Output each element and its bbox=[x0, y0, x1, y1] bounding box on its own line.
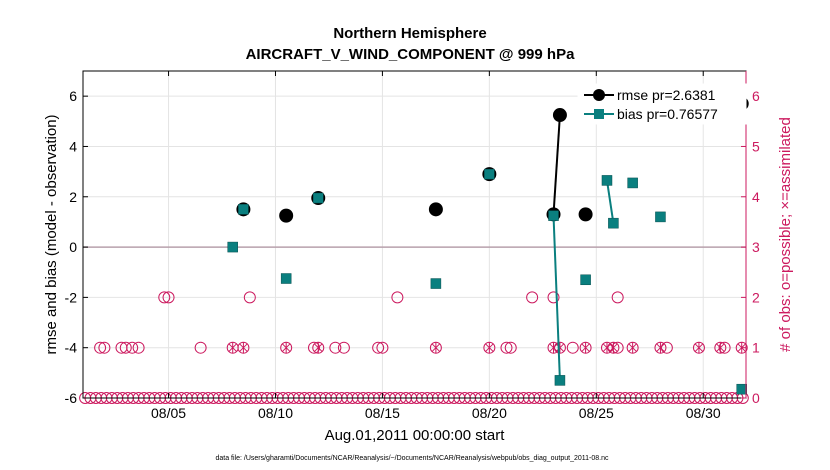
x-tick-label: 08/05 bbox=[151, 405, 186, 421]
obs-possible-marker bbox=[660, 341, 673, 354]
bias-line-segment bbox=[552, 215, 561, 381]
obs-assimilated-marker bbox=[549, 342, 558, 354]
chart-title: Northern Hemisphere bbox=[333, 25, 486, 42]
x-tick-label: 08/15 bbox=[365, 405, 400, 421]
obs-possible-marker bbox=[391, 291, 404, 304]
obs-possible-marker bbox=[526, 291, 539, 304]
rmse-line-segment bbox=[552, 114, 561, 215]
bias-point bbox=[227, 241, 238, 253]
y-tick-label: -4 bbox=[65, 340, 78, 356]
obs-assimilated-marker bbox=[228, 342, 238, 354]
obs-possible-marker bbox=[337, 341, 350, 354]
bias-point bbox=[655, 211, 666, 223]
obs-assimilated-marker bbox=[485, 342, 494, 354]
x-tick-label: 08/20 bbox=[472, 405, 507, 421]
obs-assimilated-marker bbox=[715, 342, 725, 354]
chart-subtitle: AIRCRAFT_V_WIND_COMPONENT @ 999 hPa bbox=[246, 46, 576, 63]
obs-possible-marker bbox=[307, 341, 320, 354]
rmse-point bbox=[279, 208, 294, 223]
bias-point bbox=[554, 375, 566, 386]
y2-tick-label: 6 bbox=[752, 88, 760, 104]
x-tick-label: 08/25 bbox=[579, 405, 614, 421]
footnote: data file: /Users/gharamti/Documents/NCA… bbox=[215, 455, 609, 462]
obs-possible-marker bbox=[243, 291, 256, 304]
bias-point bbox=[280, 273, 292, 284]
obs-assimilated-marker bbox=[581, 342, 590, 354]
rmse-point bbox=[578, 207, 593, 222]
legend-box bbox=[577, 83, 747, 125]
obs-possible-marker bbox=[94, 341, 107, 354]
rmse-point bbox=[428, 202, 443, 217]
obs-possible-marker bbox=[194, 341, 207, 354]
y2-tick-label: 0 bbox=[752, 390, 760, 406]
obs-possible-marker bbox=[119, 341, 132, 354]
bias-point bbox=[736, 383, 747, 395]
legend-bias-label: bias pr=0.76577 bbox=[617, 106, 718, 122]
bias-point bbox=[430, 278, 442, 289]
obs-possible-marker bbox=[718, 341, 731, 354]
y-tick-label: -6 bbox=[65, 390, 78, 406]
bias-point bbox=[238, 204, 249, 215]
y-tick-label: -2 bbox=[65, 289, 78, 305]
obs-assimilated-marker bbox=[694, 342, 704, 354]
ticks: 08/05 08/10 08/15 08/20 08/25 08/30 -6 -4 -2 0 2 4 6… bbox=[65, 71, 760, 421]
obs-possible-marker bbox=[566, 341, 579, 354]
y-tick-label: 6 bbox=[69, 88, 77, 104]
obs-possible-marker bbox=[500, 341, 513, 354]
bias-point bbox=[548, 210, 559, 221]
obs-possible-marker bbox=[547, 291, 560, 304]
y-tick-label: 0 bbox=[69, 239, 77, 255]
x-axis-label: Aug.01,2011 00:00:00 start bbox=[325, 427, 506, 444]
obs-possible-marker bbox=[158, 291, 171, 304]
obs-assimilated-marker bbox=[431, 342, 441, 354]
legend-rmse-marker bbox=[593, 89, 605, 101]
y2-tick-label: 5 bbox=[752, 138, 760, 154]
bias-point bbox=[627, 177, 638, 189]
x-tick-label: 08/10 bbox=[258, 405, 293, 421]
obs-possible-marker bbox=[126, 341, 139, 354]
obs-assimilated-marker bbox=[239, 342, 248, 354]
bias-line-segment bbox=[605, 180, 615, 224]
obs-assimilated-marker bbox=[281, 342, 291, 354]
obs-possible-marker bbox=[611, 341, 624, 354]
bias-point bbox=[608, 217, 619, 229]
bias-point bbox=[580, 274, 591, 286]
y-axis-label: rmse and bias (model - observation) bbox=[43, 114, 60, 354]
obs-possible-marker bbox=[98, 341, 111, 354]
bias-point bbox=[313, 192, 324, 204]
obs-possible-marker bbox=[132, 341, 145, 354]
y-tick-label: 4 bbox=[69, 138, 77, 154]
y2-tick-label: 4 bbox=[752, 189, 760, 205]
obs-possible-marker bbox=[504, 341, 517, 354]
obs-possible-marker bbox=[329, 341, 342, 354]
obs-assimilated-marker bbox=[628, 342, 638, 354]
y2-tick-label: 3 bbox=[752, 239, 760, 255]
x-tick-label: 08/30 bbox=[686, 405, 721, 421]
legend: rmse pr=2.6381 bias pr=0.76577 bbox=[577, 83, 747, 125]
obs-possible-marker bbox=[376, 341, 389, 354]
legend-rmse-label: rmse pr=2.6381 bbox=[617, 87, 716, 103]
obs-assimilated-marker bbox=[656, 342, 665, 354]
y-tick-label: 2 bbox=[69, 189, 77, 205]
obs-assimilated-marker bbox=[555, 342, 565, 354]
obs-assimilated-marker bbox=[313, 342, 323, 354]
bias-point bbox=[484, 168, 495, 180]
legend-bias-marker bbox=[594, 109, 604, 119]
obs-possible-marker bbox=[162, 291, 175, 304]
obs-possible-marker bbox=[611, 291, 624, 304]
bias-point bbox=[601, 175, 613, 186]
obs-possible-marker bbox=[372, 341, 385, 354]
rmse-point bbox=[552, 108, 567, 123]
y2-tick-label: 1 bbox=[752, 340, 760, 356]
y2-axis-label: # of obs: o=possible; ×=assimilated bbox=[777, 117, 794, 352]
obs-assimilated-marker bbox=[609, 342, 618, 354]
obs-assimilated-marker bbox=[602, 342, 612, 354]
y2-tick-label: 2 bbox=[752, 289, 760, 305]
